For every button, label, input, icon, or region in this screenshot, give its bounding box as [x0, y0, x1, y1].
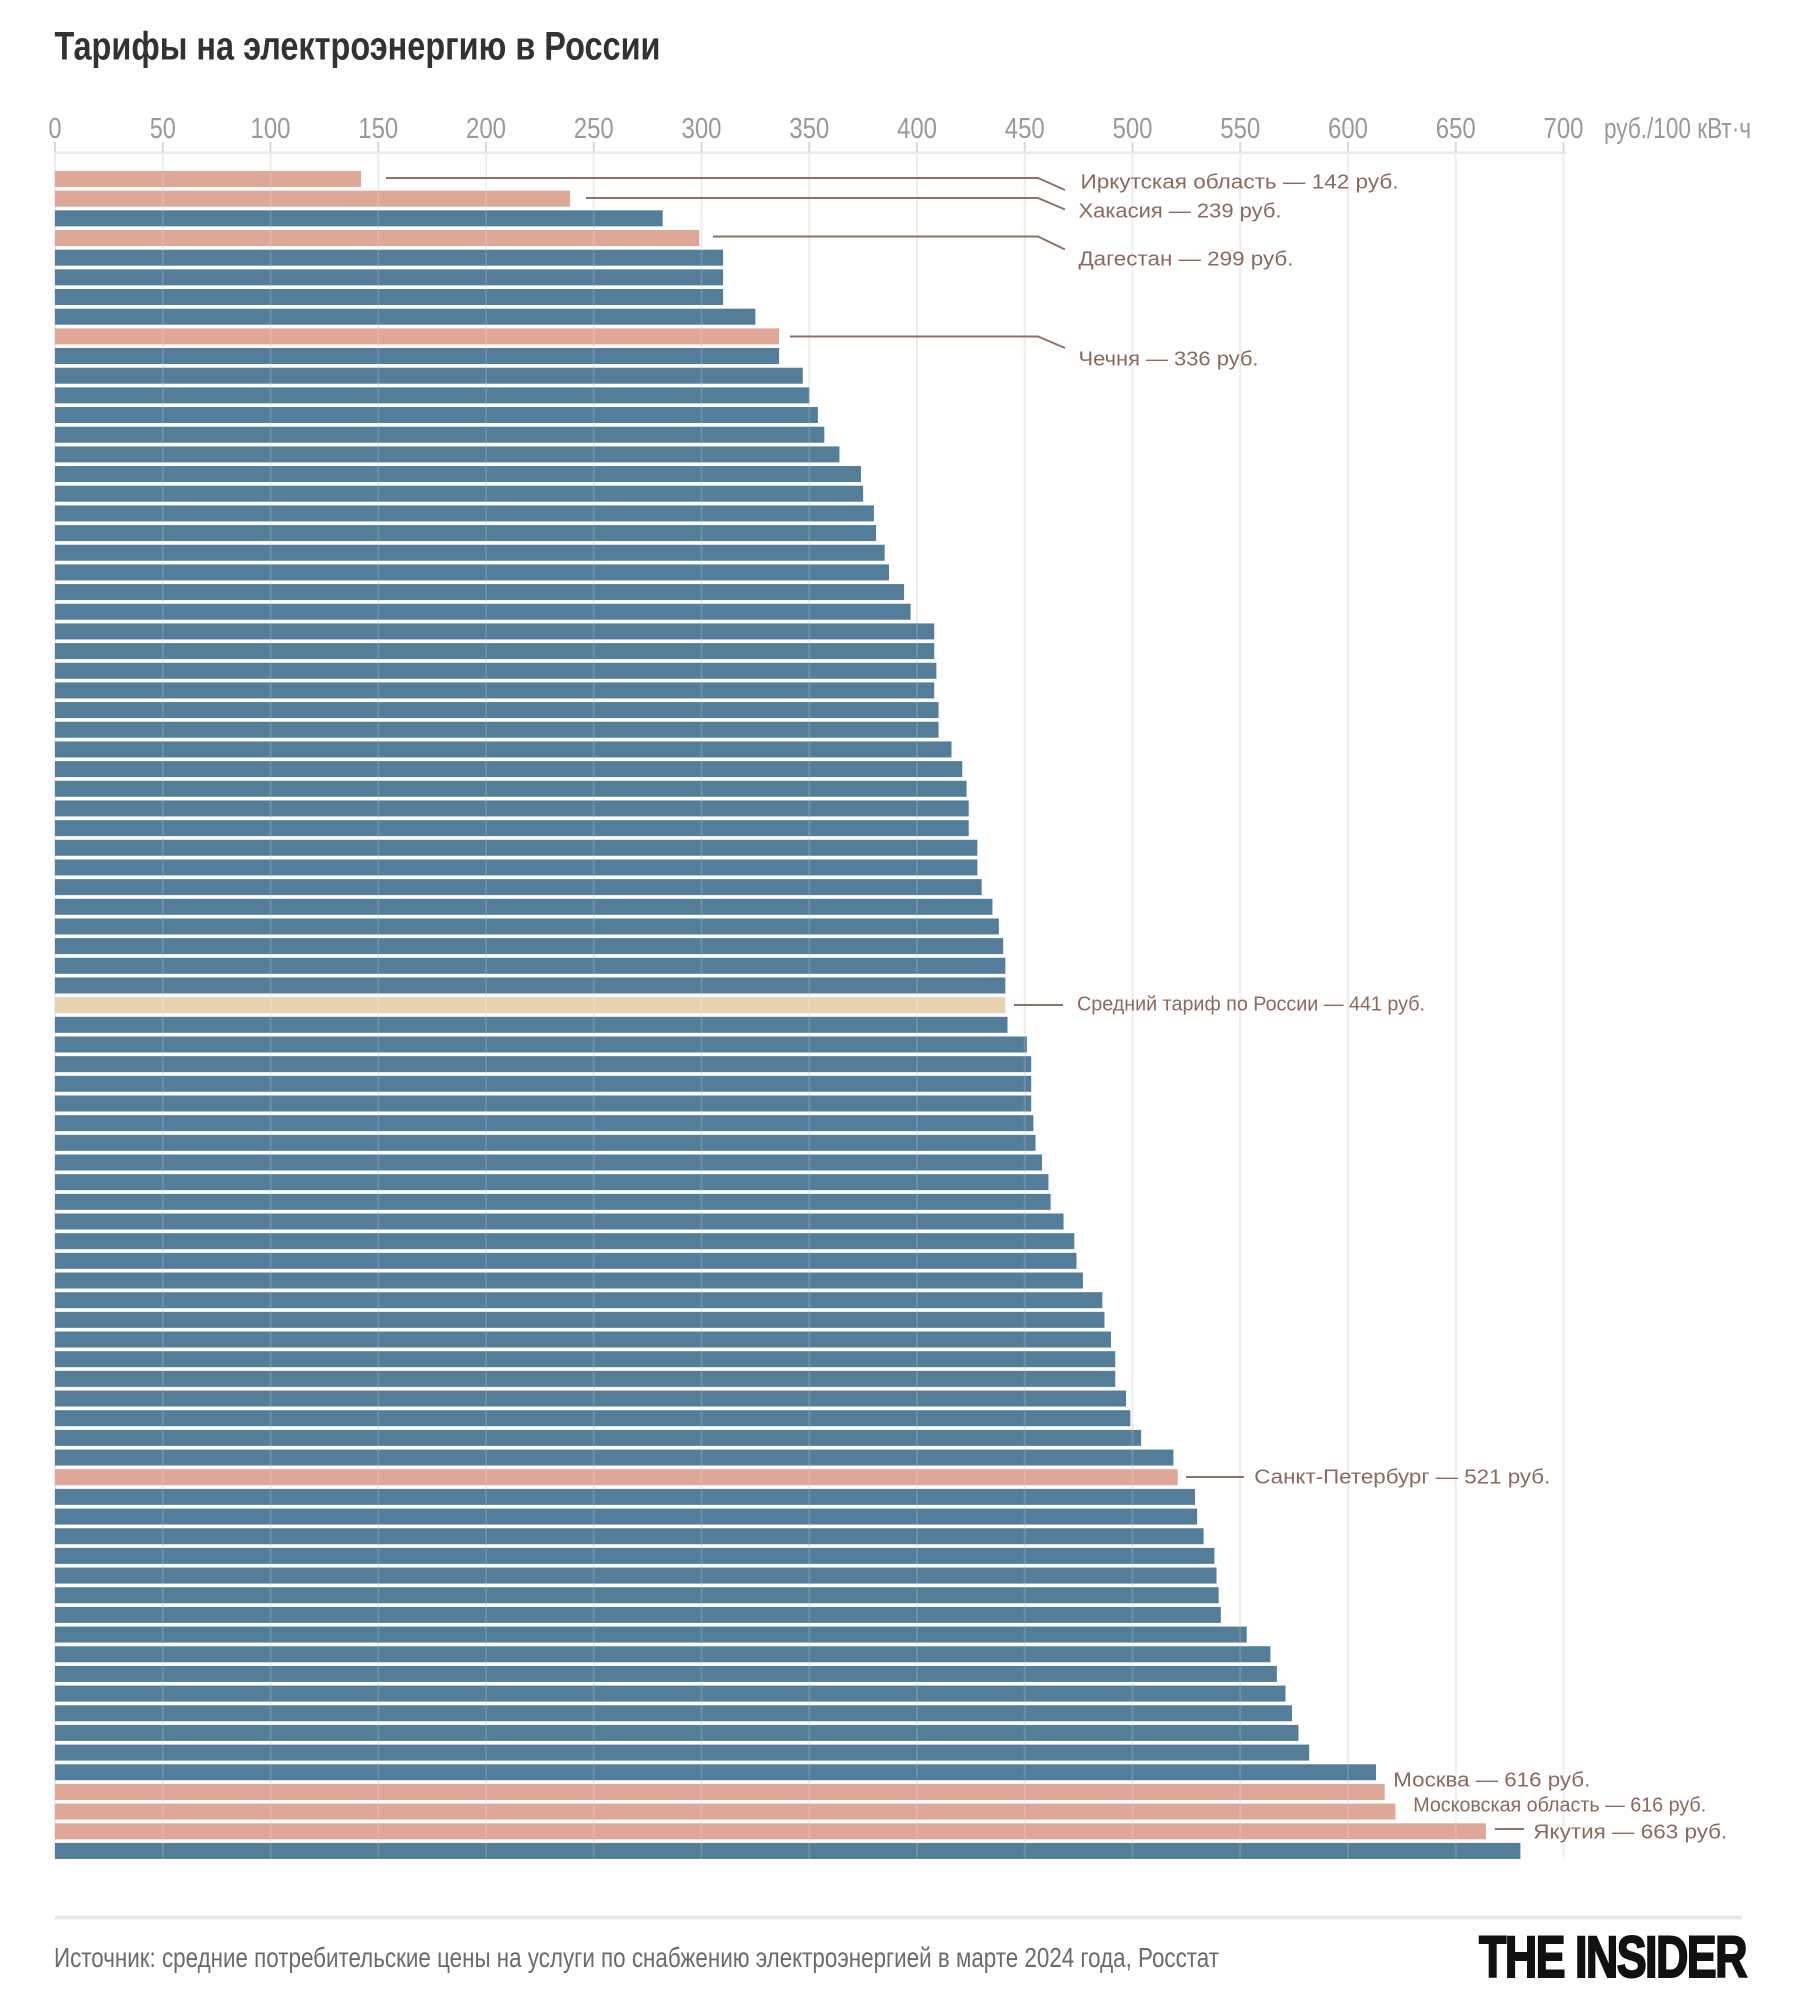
svg-text:700: 700 [1544, 113, 1584, 145]
svg-text:300: 300 [682, 113, 722, 145]
svg-text:100: 100 [251, 113, 291, 145]
svg-text:Чечня — 336 руб.: Чечня — 336 руб. [1079, 349, 1259, 371]
svg-text:Дагестан — 299 руб.: Дагестан — 299 руб. [1079, 249, 1294, 271]
svg-text:Иркутская область — 142 руб.: Иркутская область — 142 руб. [1081, 171, 1399, 193]
svg-text:THE INSIDER: THE INSIDER [1479, 1925, 1747, 1990]
svg-text:Московская область — 616 руб.: Московская область — 616 руб. [1413, 1795, 1706, 1817]
svg-text:Средний тариф по России — 441: Средний тариф по России — 441 руб. [1077, 994, 1425, 1016]
svg-text:Санкт-Петербург — 521 руб.: Санкт-Петербург — 521 руб. [1254, 1467, 1550, 1489]
svg-text:350: 350 [789, 113, 829, 145]
svg-text:500: 500 [1113, 113, 1153, 145]
svg-text:450: 450 [1005, 113, 1045, 145]
svg-text:Москва — 616 руб.: Москва — 616 руб. [1393, 1769, 1590, 1791]
svg-text:650: 650 [1436, 113, 1476, 145]
svg-text:550: 550 [1220, 113, 1260, 145]
svg-text:0: 0 [49, 113, 62, 145]
svg-text:Хакасия — 239 руб.: Хакасия — 239 руб. [1079, 201, 1282, 223]
svg-text:600: 600 [1328, 113, 1368, 145]
svg-text:400: 400 [897, 113, 937, 145]
svg-text:250: 250 [574, 113, 614, 145]
svg-text:руб./100 кВт·ч: руб./100 кВт·ч [1604, 113, 1751, 145]
svg-text:Источник: средние потребительс: Источник: средние потребительские цены н… [54, 1942, 1219, 1973]
svg-text:50: 50 [150, 113, 176, 145]
svg-text:150: 150 [358, 113, 398, 145]
svg-text:Тарифы на электроэнергию в Рос: Тарифы на электроэнергию в России [55, 25, 661, 69]
svg-text:200: 200 [466, 113, 506, 145]
svg-text:Якутия — 663 руб.: Якутия — 663 руб. [1533, 1821, 1727, 1843]
